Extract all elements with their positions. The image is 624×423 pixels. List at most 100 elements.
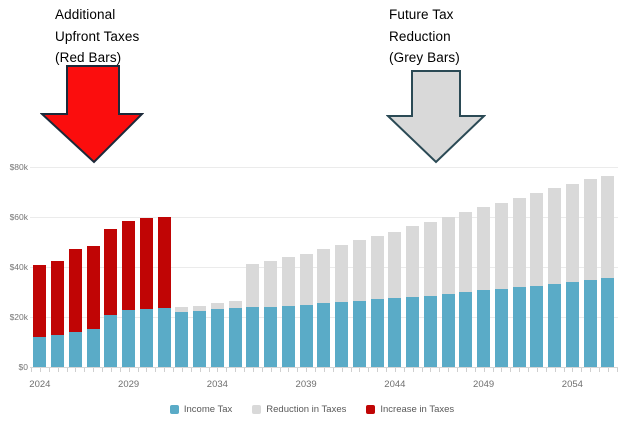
- bar-segment-2031-income-tax: [157, 307, 171, 367]
- bar-segment-2027-increase-in-taxes: [86, 245, 100, 329]
- y-axis-tick-label: $40k: [9, 262, 28, 272]
- bar-segment-2050-reduction-in-taxes: [494, 202, 508, 289]
- annotation-line: (Red Bars): [55, 50, 122, 65]
- bar-segment-2036-income-tax: [246, 307, 260, 367]
- legend-label: Increase in Taxes: [380, 403, 455, 415]
- x-axis-tick: [403, 368, 405, 372]
- bar-segment-2039-income-tax: [299, 304, 313, 367]
- legend-item-income-tax: Income Tax: [169, 403, 233, 415]
- x-axis-tick: [75, 368, 77, 372]
- bar-segment-2033-reduction-in-taxes: [193, 305, 207, 311]
- legend-swatch-icon: [169, 404, 179, 414]
- bar-segment-2048-income-tax: [459, 292, 473, 367]
- legend-item-increase-in-taxes: Increase in Taxes: [366, 404, 454, 415]
- grey-arrow-shape: [386, 70, 486, 164]
- x-axis-tick: [332, 368, 334, 372]
- x-axis-tick: [519, 368, 521, 372]
- x-axis-tick: [226, 368, 228, 372]
- annotation-line: Future Tax: [389, 7, 454, 22]
- x-axis-tick: [368, 368, 370, 372]
- bar-segment-2033-income-tax: [193, 310, 207, 367]
- bar-segment-2047-reduction-in-taxes: [441, 217, 455, 295]
- bar-segment-2054-income-tax: [565, 281, 579, 367]
- x-axis-tick: [48, 368, 50, 372]
- bar-segment-2036-reduction-in-taxes: [246, 264, 260, 308]
- bar-segment-2040-income-tax: [317, 303, 331, 367]
- x-axis-tick: [510, 368, 512, 372]
- legend-item-reduction-in-taxes: Reduction in Taxes: [252, 404, 346, 415]
- x-axis-tick-label: 2034: [206, 379, 228, 390]
- x-axis-tick: [119, 368, 121, 372]
- bar-segment-2026-income-tax: [68, 331, 82, 367]
- x-axis-tick: [93, 368, 95, 372]
- bar-segment-2044-reduction-in-taxes: [388, 231, 402, 298]
- x-axis-tick: [457, 368, 458, 372]
- legend-swatch-icon: [366, 404, 376, 414]
- bar-segment-2028-increase-in-taxes: [104, 229, 118, 315]
- bar-segment-2032-reduction-in-taxes: [175, 307, 189, 312]
- y-axis-tick-label: $60k: [9, 212, 28, 222]
- x-axis-tick: [465, 368, 467, 372]
- x-axis-tick: [270, 368, 272, 372]
- bar-segment-2047-income-tax: [441, 294, 455, 367]
- bar-segment-2055-reduction-in-taxes: [583, 179, 597, 280]
- x-axis-tick: [315, 368, 316, 372]
- bar-segment-2038-income-tax: [281, 305, 295, 367]
- x-axis-tick-label: 2029: [118, 379, 140, 390]
- x-axis-tick: [66, 368, 68, 372]
- x-axis-tick: [102, 368, 103, 372]
- bar-segment-2031-increase-in-taxes: [157, 217, 171, 308]
- x-axis-tick: [217, 368, 219, 372]
- x-axis-tick: [155, 368, 157, 372]
- bar-segment-2025-income-tax: [51, 334, 65, 367]
- bar-segment-2051-income-tax: [512, 287, 526, 367]
- annotation-tax-reduction: Future Tax Reduction (Grey Bars): [389, 4, 460, 69]
- x-axis-tick: [421, 368, 423, 372]
- bar-segment-2052-income-tax: [530, 285, 544, 367]
- x-axis-tick: [430, 368, 432, 372]
- bar-segment-2048-reduction-in-taxes: [459, 211, 473, 293]
- annotation-upfront-taxes: Additional Upfront Taxes (Red Bars): [55, 4, 139, 69]
- x-axis-tick: [244, 368, 245, 372]
- bar-segment-2040-reduction-in-taxes: [317, 249, 331, 304]
- x-axis-tick: [190, 368, 192, 372]
- x-axis-tick: [323, 368, 325, 372]
- bar-segment-2049-income-tax: [477, 290, 491, 367]
- annotation-line: (Grey Bars): [389, 50, 460, 65]
- x-axis-tick-label: 2044: [384, 379, 406, 390]
- x-axis-tick: [57, 368, 59, 372]
- x-axis-tick: [261, 368, 263, 372]
- bar-segment-2037-income-tax: [264, 306, 278, 367]
- x-axis-tick: [474, 368, 476, 372]
- legend-label: Income Tax: [183, 403, 233, 415]
- bar-segment-2041-reduction-in-taxes: [335, 245, 349, 302]
- x-axis-tick: [377, 368, 379, 372]
- bar-segment-2051-reduction-in-taxes: [512, 197, 526, 287]
- bar-segment-2035-reduction-in-taxes: [228, 301, 242, 309]
- bar-segment-2053-reduction-in-taxes: [548, 188, 562, 284]
- x-axis-tick: [235, 368, 237, 372]
- bar-segment-2024-income-tax: [33, 336, 47, 367]
- bar-segment-2042-reduction-in-taxes: [352, 240, 366, 301]
- x-axis-tick: [39, 368, 41, 372]
- x-axis-tick: [110, 368, 112, 372]
- x-axis-tick: [31, 368, 32, 372]
- x-axis-tick: [563, 368, 565, 372]
- bar-segment-2041-income-tax: [335, 302, 349, 367]
- bar-segment-2056-reduction-in-taxes: [601, 176, 615, 278]
- bar-segment-2050-income-tax: [494, 289, 508, 367]
- x-axis-tick: [536, 368, 538, 372]
- x-axis-tick: [412, 368, 414, 372]
- bar-segment-2034-reduction-in-taxes: [210, 303, 224, 310]
- bar-segment-2053-income-tax: [548, 283, 562, 367]
- bar-segment-2046-income-tax: [423, 295, 437, 367]
- x-axis-tick: [146, 368, 148, 372]
- bar-segment-2027-income-tax: [86, 329, 100, 367]
- bar-segment-2045-reduction-in-taxes: [406, 226, 420, 297]
- bar-segment-2029-increase-in-taxes: [122, 221, 136, 311]
- x-axis-tick: [128, 368, 130, 372]
- y-axis-tick-label: $0: [18, 362, 28, 372]
- bar-segment-2045-income-tax: [406, 296, 420, 367]
- x-axis-tick: [616, 368, 618, 372]
- bar-segment-2043-income-tax: [370, 299, 384, 367]
